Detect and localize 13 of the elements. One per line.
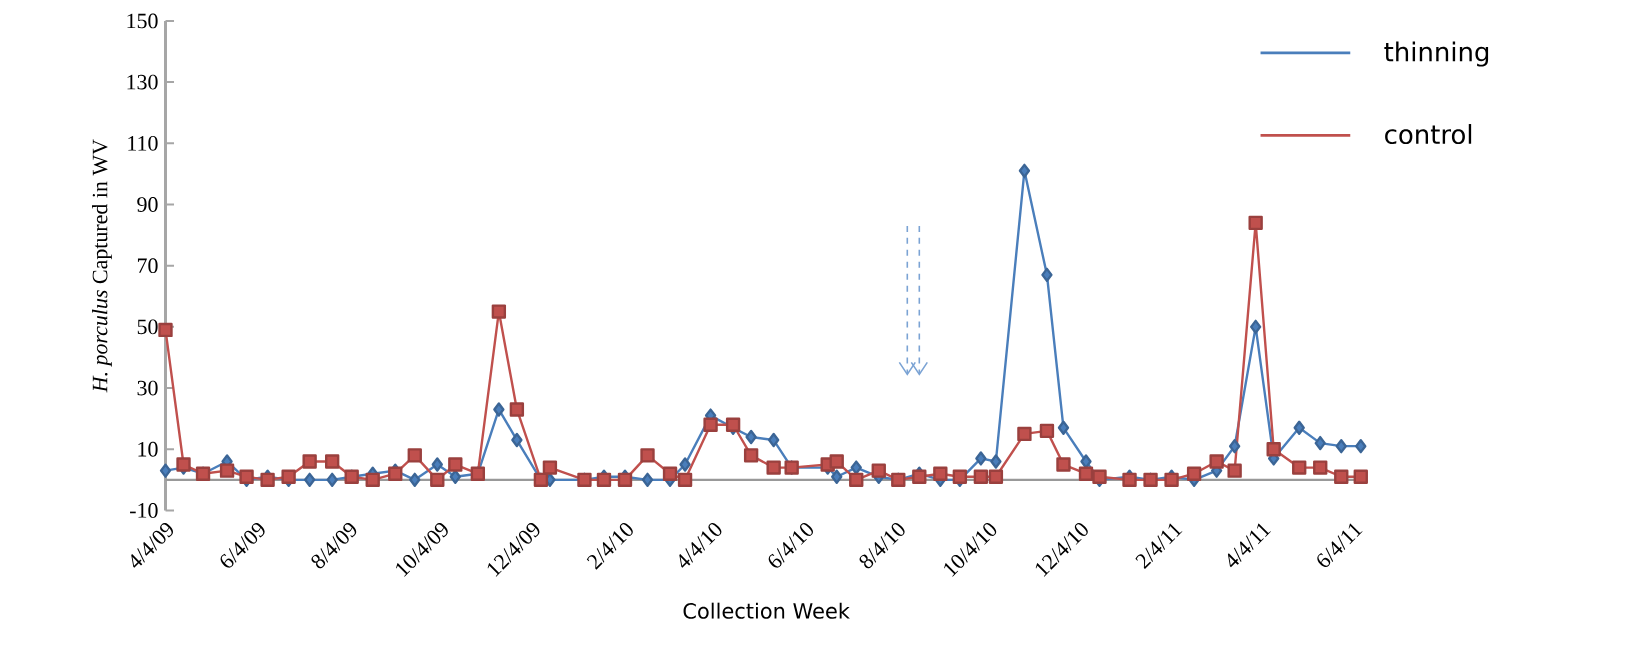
- y-tick-label: 110: [128, 135, 158, 151]
- y-tick-label: 50: [137, 319, 158, 335]
- y-tick-label: 70: [137, 258, 158, 274]
- y-tick-label: 90: [137, 197, 158, 212]
- y-tick-label: -10: [130, 503, 158, 518]
- legend-label: control: [1385, 124, 1472, 145]
- y-tick-label: 30: [137, 380, 158, 396]
- y-tick-label: 150: [127, 13, 158, 29]
- y-axis-title: H. porculus Captured in WV: [92, 139, 112, 393]
- y-tick-label: 10: [138, 441, 158, 457]
- x-axis-title: Collection Week: [683, 602, 850, 619]
- legend-label: thinning: [1384, 41, 1489, 67]
- y-tick-label: 130: [127, 74, 158, 90]
